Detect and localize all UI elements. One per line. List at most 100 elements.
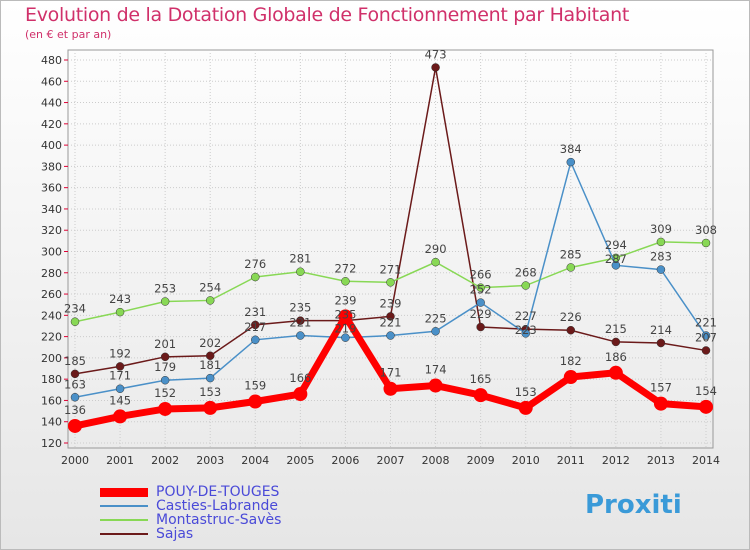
data-point — [701, 238, 711, 248]
data-label: 235 — [334, 307, 356, 321]
legend-label: POUY-DE-TOUGES — [156, 484, 280, 500]
data-point — [563, 370, 578, 385]
data-point — [115, 362, 125, 371]
x-tick-label: 2007 — [377, 454, 405, 467]
data-label: 186 — [605, 350, 627, 364]
data-point — [115, 384, 125, 393]
legend-item: Sajas — [100, 526, 193, 542]
y-tick-label: 300 — [41, 246, 62, 259]
chart-title: Evolution de la Dotation Globale de Fonc… — [25, 4, 630, 26]
data-label: 145 — [109, 393, 131, 407]
data-point — [68, 418, 82, 433]
data-point — [431, 327, 440, 336]
data-label: 152 — [154, 386, 176, 400]
x-tick-label: 2009 — [467, 454, 495, 467]
data-label: 276 — [244, 257, 266, 271]
data-label: 153 — [199, 385, 221, 399]
data-point — [476, 322, 485, 332]
data-label: 283 — [650, 250, 672, 264]
data-point — [518, 400, 533, 415]
x-tick-label: 2003 — [196, 454, 224, 467]
legend-label: Casties-Labrande — [156, 498, 278, 514]
data-label: 281 — [289, 252, 311, 266]
x-tick-label: 2012 — [602, 454, 630, 467]
y-tick-label: 480 — [41, 54, 62, 67]
data-label: 201 — [154, 337, 176, 351]
data-point — [386, 331, 395, 340]
data-point — [251, 272, 260, 282]
data-label: 243 — [109, 292, 131, 306]
data-point — [566, 325, 576, 335]
y-tick-label: 260 — [41, 288, 62, 301]
data-label: 253 — [154, 282, 176, 296]
y-tick-label: 220 — [41, 331, 62, 344]
data-point — [383, 381, 398, 396]
x-tick-label: 2005 — [286, 454, 314, 467]
y-tick-label: 240 — [41, 309, 62, 322]
y-tick-label: 120 — [41, 437, 62, 450]
data-point — [473, 388, 488, 403]
data-label: 221 — [380, 316, 402, 330]
y-tick-label: 340 — [41, 203, 62, 216]
data-point — [160, 375, 170, 385]
data-point — [386, 312, 395, 321]
y-tick-label: 360 — [41, 182, 62, 195]
data-label: 225 — [425, 311, 447, 325]
data-label: 254 — [199, 280, 221, 294]
data-point — [70, 369, 80, 379]
data-label: 174 — [425, 363, 447, 377]
data-point — [701, 346, 711, 355]
data-label: 165 — [470, 372, 492, 386]
data-label: 271 — [380, 262, 402, 276]
data-label: 192 — [109, 346, 131, 360]
y-tick-label: 180 — [41, 373, 62, 386]
data-point — [521, 329, 530, 338]
y-tick-label: 200 — [41, 352, 62, 365]
data-label: 252 — [470, 283, 492, 297]
data-label: 171 — [109, 369, 131, 383]
y-tick-label: 420 — [41, 118, 62, 131]
data-label: 171 — [380, 366, 402, 380]
y-tick-label: 160 — [41, 394, 62, 407]
y-tick-label: 460 — [41, 75, 62, 88]
data-point — [248, 394, 263, 409]
y-tick-label: 380 — [41, 160, 62, 173]
data-point — [338, 309, 353, 324]
data-label: 235 — [289, 301, 311, 315]
y-tick-label: 440 — [41, 97, 62, 110]
x-tick-label: 2010 — [512, 454, 540, 467]
data-point — [293, 387, 308, 402]
data-label: 285 — [560, 247, 582, 261]
y-tick-label: 320 — [41, 224, 62, 237]
data-label: 136 — [64, 403, 86, 417]
x-tick-label: 2001 — [106, 454, 134, 467]
data-label: 473 — [425, 47, 447, 61]
data-label: 226 — [560, 310, 582, 324]
data-point — [611, 337, 621, 347]
y-tick-label: 400 — [41, 139, 62, 152]
data-label: 221 — [289, 316, 311, 330]
data-label: 384 — [560, 142, 582, 156]
legend-swatch — [100, 533, 148, 535]
x-tick-label: 2011 — [557, 454, 585, 467]
data-point — [70, 317, 80, 326]
data-point — [251, 320, 260, 330]
data-point — [251, 335, 260, 345]
data-point — [431, 257, 440, 267]
legend-item: Montastruc-Savès — [100, 512, 281, 528]
legend-label: Sajas — [156, 526, 194, 542]
data-label: 239 — [334, 293, 356, 307]
data-label: 268 — [515, 266, 537, 280]
data-point — [476, 283, 485, 292]
data-label: 231 — [244, 305, 266, 319]
data-label: 239 — [380, 296, 402, 310]
data-label: 202 — [199, 336, 221, 350]
data-label: 309 — [650, 222, 672, 236]
data-label: 166 — [289, 371, 311, 385]
x-tick-label: 2013 — [647, 454, 675, 467]
data-point — [296, 331, 305, 340]
data-label: 234 — [64, 302, 86, 316]
data-label: 287 — [605, 252, 627, 266]
data-label: 153 — [515, 385, 537, 399]
data-point — [701, 331, 711, 340]
